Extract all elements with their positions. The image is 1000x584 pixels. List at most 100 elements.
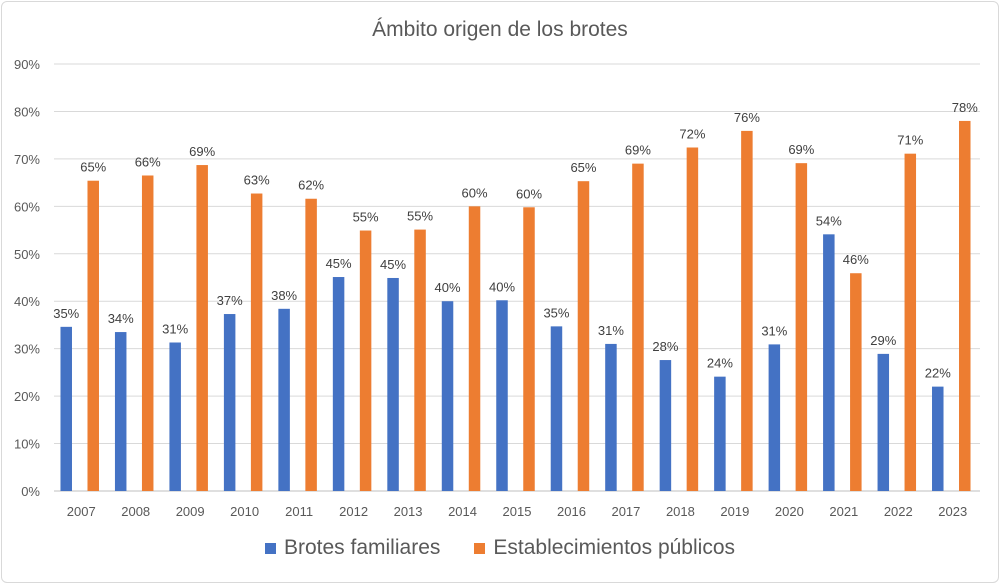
x-tick-label: 2009 bbox=[176, 504, 205, 519]
bar bbox=[250, 193, 263, 492]
data-label: 31% bbox=[162, 321, 188, 336]
legend-swatch-brotes-familiares bbox=[264, 542, 276, 554]
data-label: 40% bbox=[435, 280, 461, 295]
bar bbox=[305, 198, 317, 491]
bar bbox=[932, 386, 944, 491]
bar bbox=[714, 376, 726, 491]
bar bbox=[768, 344, 781, 491]
data-label: 29% bbox=[870, 333, 896, 348]
data-label: 63% bbox=[244, 173, 270, 188]
data-label: 35% bbox=[543, 305, 569, 320]
data-label: 60% bbox=[462, 185, 488, 200]
data-label: 28% bbox=[652, 339, 678, 354]
x-tick-label: 2020 bbox=[775, 504, 804, 519]
data-label: 38% bbox=[271, 288, 297, 303]
x-tick-label: 2021 bbox=[829, 504, 858, 519]
x-tick-label: 2013 bbox=[394, 504, 423, 519]
x-tick-label: 2023 bbox=[938, 504, 967, 519]
data-label: 69% bbox=[189, 144, 215, 159]
x-tick-label: 2017 bbox=[611, 504, 640, 519]
data-label: 46% bbox=[843, 252, 869, 267]
bar bbox=[795, 163, 808, 492]
data-label: 24% bbox=[707, 356, 733, 371]
data-label: 35% bbox=[53, 306, 79, 321]
y-tick-label: 90% bbox=[14, 57, 40, 72]
x-tick-label: 2014 bbox=[448, 504, 477, 519]
bar bbox=[332, 277, 345, 491]
data-label: 69% bbox=[625, 143, 651, 158]
data-label: 34% bbox=[108, 311, 134, 326]
data-label: 55% bbox=[407, 209, 433, 224]
bar bbox=[904, 153, 917, 492]
x-tick-label: 2007 bbox=[67, 504, 96, 519]
bar bbox=[441, 301, 454, 491]
bar bbox=[686, 147, 699, 491]
bar bbox=[468, 206, 481, 492]
bar bbox=[877, 353, 890, 491]
data-label: 45% bbox=[380, 257, 406, 272]
y-tick-label: 20% bbox=[14, 389, 40, 404]
bar bbox=[60, 326, 72, 491]
x-tick-label: 2019 bbox=[720, 504, 749, 519]
data-label: 22% bbox=[925, 366, 951, 381]
data-label: 66% bbox=[135, 154, 161, 169]
data-label: 31% bbox=[761, 323, 787, 338]
bar bbox=[196, 165, 208, 491]
bar bbox=[523, 207, 535, 491]
legend-label-establecimientos-publicos: Establecimientos públicos bbox=[493, 536, 735, 559]
bar bbox=[496, 300, 508, 491]
bar bbox=[141, 175, 154, 491]
data-label: 62% bbox=[298, 178, 324, 193]
legend-swatch-establecimientos-publicos bbox=[474, 542, 486, 554]
data-label: 45% bbox=[326, 256, 352, 271]
data-label: 69% bbox=[788, 142, 814, 157]
data-label: 55% bbox=[353, 210, 379, 225]
data-label: 31% bbox=[598, 323, 624, 338]
y-tick-label: 60% bbox=[14, 199, 40, 214]
bar bbox=[223, 314, 236, 491]
legend-label-brotes-familiares: Brotes familiares bbox=[283, 536, 441, 559]
data-label: 54% bbox=[816, 213, 842, 228]
bar bbox=[359, 230, 372, 491]
data-label: 72% bbox=[679, 127, 705, 142]
data-label: 60% bbox=[516, 186, 542, 201]
y-tick-label: 50% bbox=[14, 247, 40, 262]
y-tick-label: 70% bbox=[14, 152, 40, 167]
y-tick-label: 30% bbox=[14, 342, 40, 357]
x-tick-label: 2008 bbox=[121, 504, 150, 519]
bar bbox=[577, 181, 590, 491]
chart-legend: Brotes familiares Establecimientos públi… bbox=[0, 536, 1000, 560]
x-tick-label: 2012 bbox=[339, 504, 368, 519]
x-tick-label: 2015 bbox=[503, 504, 532, 519]
x-tick-label: 2018 bbox=[666, 504, 695, 519]
x-tick-label: 2010 bbox=[230, 504, 259, 519]
bar bbox=[959, 120, 971, 491]
bar bbox=[114, 332, 127, 491]
bar bbox=[850, 273, 862, 491]
bar bbox=[387, 277, 399, 491]
data-label: 65% bbox=[570, 160, 596, 175]
data-label: 65% bbox=[80, 160, 106, 175]
y-tick-label: 40% bbox=[14, 294, 40, 309]
bar bbox=[741, 130, 753, 491]
x-tick-label: 2011 bbox=[285, 504, 313, 519]
y-tick-label: 0% bbox=[21, 484, 40, 499]
bar bbox=[605, 343, 617, 491]
y-tick-label: 80% bbox=[14, 104, 40, 119]
bar bbox=[632, 163, 644, 491]
bar bbox=[169, 342, 181, 491]
legend-item-brotes-familiares: Brotes familiares bbox=[264, 536, 441, 560]
x-tick-label: 2016 bbox=[557, 504, 586, 519]
data-label: 76% bbox=[734, 110, 760, 125]
bar bbox=[87, 180, 99, 492]
bar bbox=[550, 326, 563, 491]
bar bbox=[823, 234, 835, 491]
bar bbox=[414, 229, 426, 491]
bar bbox=[659, 360, 672, 491]
chart-title: Ámbito origen de los brotes bbox=[372, 18, 628, 41]
data-label: 40% bbox=[489, 279, 515, 294]
data-label: 37% bbox=[217, 293, 243, 308]
data-label: 71% bbox=[897, 133, 923, 148]
legend-item-establecimientos-publicos: Establecimientos públicos bbox=[474, 536, 735, 560]
